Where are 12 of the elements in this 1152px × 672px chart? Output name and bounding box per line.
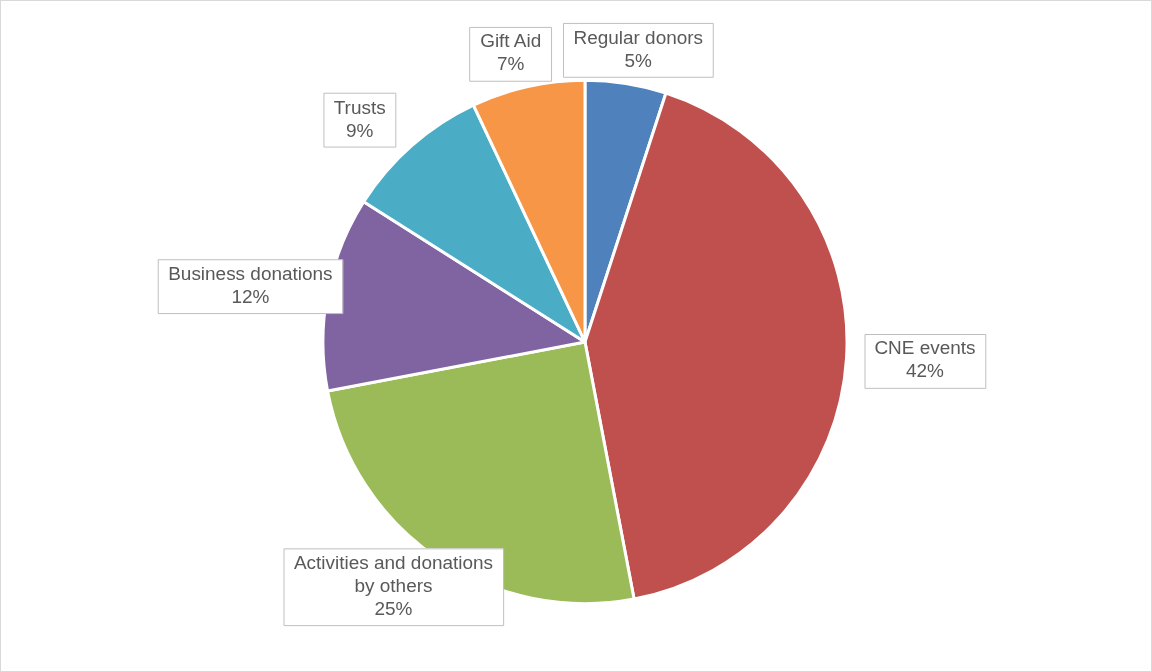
slice-label: Activities and donations by others	[293, 551, 494, 596]
data-label: 12%	[231, 286, 270, 308]
data-label: 25%	[374, 597, 413, 619]
slice-label: Gift Aid	[480, 30, 542, 52]
data-label: 9%	[346, 119, 374, 141]
data-label: 7%	[496, 53, 525, 75]
data-label: 5%	[624, 49, 653, 71]
data-label: 42%	[906, 360, 945, 382]
slice-label: Regular donors	[573, 26, 704, 48]
slice-label: Trusts	[333, 96, 386, 118]
slice-label: CNE events	[874, 337, 976, 359]
slice-label: Business donations	[168, 263, 333, 285]
